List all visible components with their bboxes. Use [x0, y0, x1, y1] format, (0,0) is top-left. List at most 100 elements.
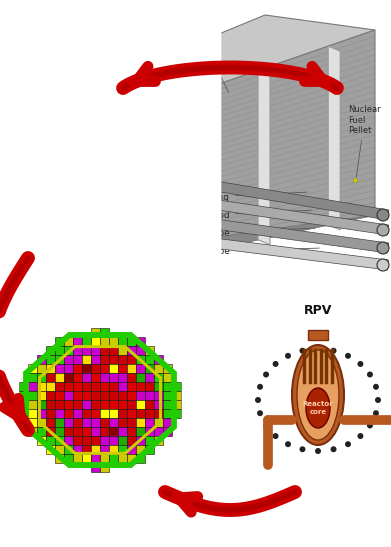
Circle shape: [46, 191, 50, 194]
Bar: [64, 427, 73, 436]
Bar: [37, 437, 46, 445]
Bar: [127, 418, 136, 427]
Circle shape: [26, 201, 29, 204]
Text: Reactor
core: Reactor core: [303, 401, 333, 415]
Circle shape: [74, 132, 77, 136]
Bar: [64, 356, 73, 364]
Circle shape: [19, 259, 23, 263]
Circle shape: [53, 161, 57, 165]
Bar: [118, 427, 127, 436]
Bar: [82, 337, 91, 346]
Bar: [55, 337, 64, 346]
Circle shape: [39, 161, 43, 165]
Circle shape: [87, 211, 91, 214]
Circle shape: [87, 240, 91, 243]
Bar: [154, 409, 163, 418]
Ellipse shape: [306, 388, 330, 428]
Circle shape: [46, 220, 50, 224]
Bar: [19, 391, 28, 400]
Circle shape: [66, 142, 70, 146]
Circle shape: [367, 371, 373, 377]
Polygon shape: [0, 0, 18, 547]
Circle shape: [39, 201, 43, 204]
Polygon shape: [188, 95, 200, 260]
Circle shape: [60, 191, 63, 194]
Circle shape: [19, 220, 23, 224]
Bar: [163, 418, 172, 427]
Circle shape: [108, 211, 111, 214]
Bar: [154, 427, 163, 436]
Circle shape: [12, 171, 16, 175]
Circle shape: [39, 259, 43, 263]
Bar: [46, 391, 55, 400]
Circle shape: [19, 191, 23, 194]
Bar: [127, 364, 136, 373]
Bar: [73, 427, 82, 436]
Circle shape: [39, 191, 43, 194]
Bar: [118, 437, 127, 445]
Circle shape: [74, 259, 77, 263]
Bar: [118, 455, 127, 463]
Polygon shape: [10, 15, 375, 120]
Circle shape: [12, 122, 16, 126]
Circle shape: [94, 230, 97, 234]
Bar: [154, 373, 163, 382]
Bar: [73, 400, 82, 409]
Circle shape: [32, 122, 36, 126]
Circle shape: [108, 132, 111, 136]
Bar: [100, 382, 109, 391]
Bar: [109, 356, 118, 364]
Circle shape: [330, 348, 337, 354]
Bar: [37, 427, 46, 436]
Circle shape: [94, 249, 97, 253]
Circle shape: [26, 220, 29, 224]
Circle shape: [66, 152, 70, 155]
Bar: [91, 409, 100, 418]
Circle shape: [100, 161, 104, 165]
Bar: [73, 437, 82, 445]
Circle shape: [377, 224, 389, 236]
Circle shape: [373, 410, 379, 416]
Circle shape: [74, 191, 77, 194]
Bar: [82, 445, 91, 453]
Circle shape: [108, 220, 111, 224]
Bar: [37, 382, 46, 391]
Circle shape: [26, 211, 29, 214]
Bar: [118, 400, 127, 409]
Bar: [127, 455, 136, 463]
Bar: [55, 437, 64, 445]
Bar: [46, 445, 55, 453]
Circle shape: [32, 259, 36, 263]
Circle shape: [53, 230, 57, 234]
Bar: [73, 364, 82, 373]
Circle shape: [94, 220, 97, 224]
Circle shape: [19, 171, 23, 175]
Circle shape: [66, 201, 70, 204]
Bar: [127, 391, 136, 400]
Bar: [163, 373, 172, 382]
Bar: [82, 455, 91, 463]
Bar: [308, 330, 328, 340]
Bar: [37, 391, 46, 400]
Circle shape: [53, 259, 57, 263]
Circle shape: [108, 142, 111, 146]
Bar: [127, 409, 136, 418]
Circle shape: [60, 230, 63, 234]
Circle shape: [26, 142, 29, 146]
Bar: [118, 382, 127, 391]
Circle shape: [53, 211, 57, 214]
Circle shape: [46, 152, 50, 155]
Circle shape: [108, 240, 111, 243]
Bar: [91, 346, 100, 354]
Bar: [46, 364, 55, 373]
Circle shape: [94, 240, 97, 243]
Bar: [172, 409, 181, 418]
Bar: [118, 409, 127, 418]
Bar: [127, 437, 136, 445]
Bar: [109, 418, 118, 427]
Circle shape: [94, 181, 97, 184]
Bar: [100, 400, 109, 409]
Circle shape: [53, 142, 57, 146]
Text: Guide Tube: Guide Tube: [179, 228, 315, 237]
Circle shape: [87, 152, 91, 155]
